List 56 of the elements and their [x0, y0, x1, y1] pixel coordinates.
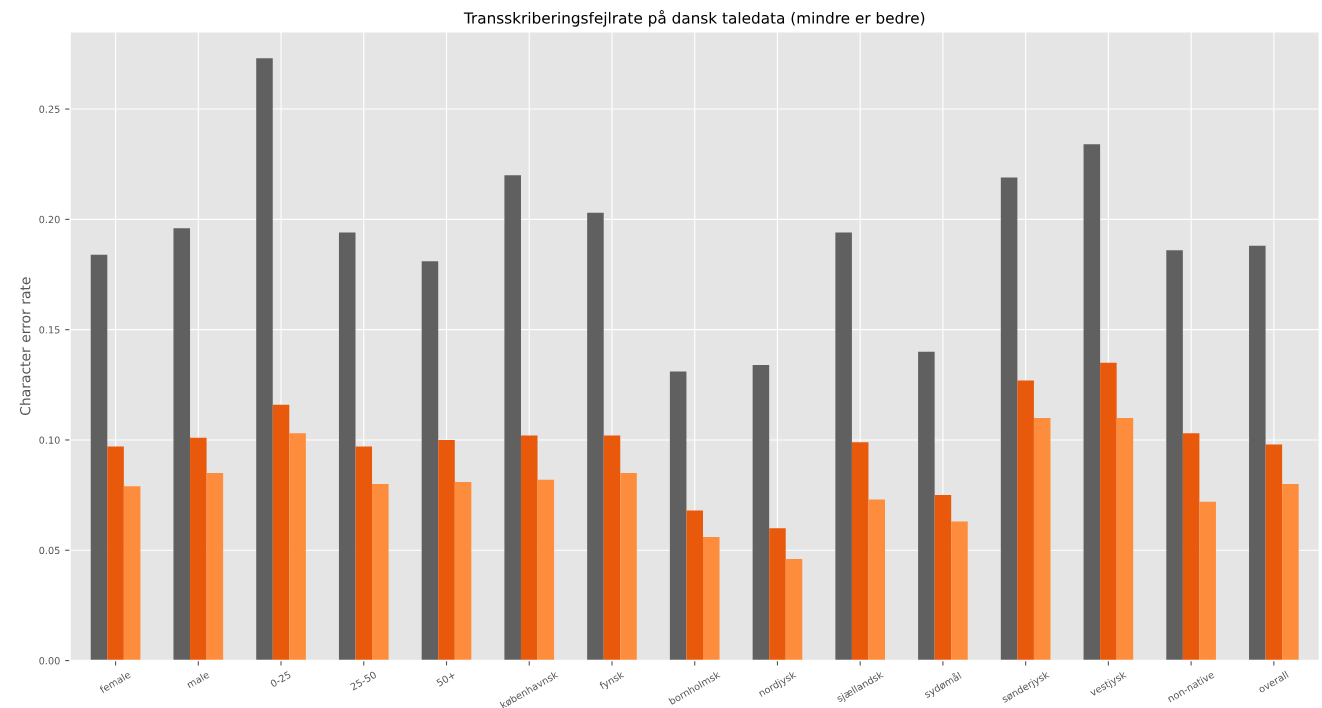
bar: [190, 437, 207, 661]
y-tick-label: 0.20: [39, 215, 60, 224]
bar: [338, 232, 356, 661]
bar: [702, 537, 720, 661]
x-tick-label: male: [186, 670, 210, 689]
y-tick-label: 0.25: [39, 105, 60, 113]
bar: [1265, 444, 1283, 661]
y-tick-label: 0.05: [39, 546, 60, 555]
bar: [934, 495, 952, 661]
bar: [835, 232, 852, 661]
bar: [438, 439, 455, 661]
bar: [289, 433, 306, 661]
bar: [173, 228, 191, 661]
y-tick-label: 0.10: [39, 436, 60, 444]
bar: [851, 442, 869, 661]
chart-title: Transskriberingsfejlrate på dansk taledata (mindre er bedre): [463, 10, 925, 27]
bar: [520, 435, 538, 661]
bar: [1033, 417, 1051, 661]
bar: [1166, 250, 1183, 661]
bar: [454, 481, 472, 661]
bar: [1100, 362, 1117, 661]
bar: [355, 446, 373, 661]
bar: [90, 254, 108, 661]
bar: [1182, 433, 1200, 661]
bar: [686, 510, 703, 661]
bar: [421, 261, 439, 661]
bar: [669, 371, 687, 661]
bar: [504, 175, 521, 661]
bar: [951, 521, 968, 661]
bar: [1000, 177, 1018, 661]
bar: [256, 58, 273, 661]
bar: [1282, 484, 1299, 661]
x-tick-label: 0-25: [269, 670, 292, 688]
bar: [537, 479, 555, 661]
bar: [272, 404, 290, 661]
x-tick-label: 50+: [436, 670, 456, 687]
y-tick-label: 0.15: [39, 326, 60, 334]
bar: [1017, 380, 1034, 661]
bar: [1199, 501, 1216, 661]
bar: [123, 486, 141, 661]
bar: [785, 559, 803, 661]
bar: [206, 473, 224, 661]
bar: [918, 351, 935, 661]
y-tick-label: 0.00: [39, 657, 60, 665]
bar: [372, 484, 389, 661]
bar: [620, 473, 637, 661]
bar: [1116, 417, 1134, 661]
bar: [603, 435, 621, 661]
bar: [752, 364, 770, 661]
bar: [587, 212, 604, 661]
y-axis-title: Character error rate: [19, 277, 31, 416]
bar: [868, 499, 885, 661]
bar: [769, 528, 786, 661]
bar: [107, 446, 124, 661]
bar: [1249, 245, 1266, 661]
bar: [1083, 144, 1101, 661]
